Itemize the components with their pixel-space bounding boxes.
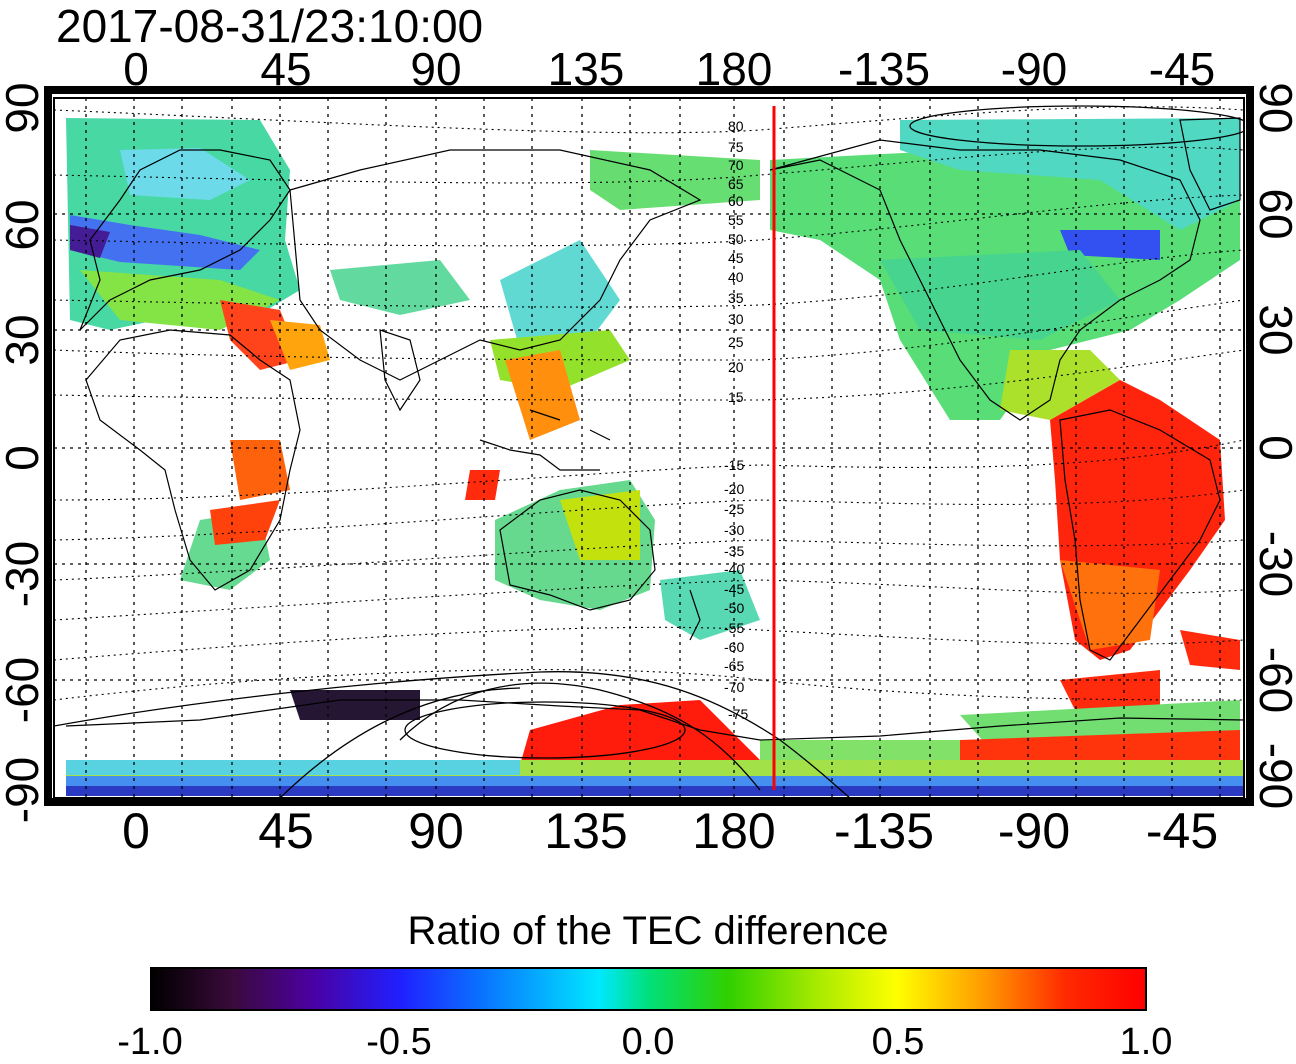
lat-tick-label: -90 [1250, 743, 1296, 809]
lon-tick-label: 135 [548, 43, 625, 95]
coast-europe [79, 149, 291, 331]
coast-nz [689, 589, 701, 641]
lat-ticks-right: 90 60 30 0 -30 -60 -90 [1250, 82, 1296, 809]
lon-tick-label: -135 [834, 803, 934, 859]
maglat-label: 60 [728, 193, 744, 209]
colorbar [150, 967, 1147, 1011]
maglat-label: -35 [724, 543, 744, 559]
maglat-label: -70 [724, 679, 744, 695]
coast-australia [499, 489, 656, 611]
magnetic-latitude-labels: 80 75 70 65 60 55 50 45 40 35 30 25 20 1… [724, 118, 748, 722]
lon-tick-label: 45 [258, 803, 314, 859]
lat-tick-label: -30 [1250, 531, 1296, 597]
grid-lines [54, 98, 1244, 798]
lat-tick-label: 30 [1250, 304, 1296, 355]
maglat-label: 50 [728, 231, 744, 247]
maglat-label: 65 [728, 176, 744, 192]
maglat-label: -65 [724, 658, 744, 674]
maglat-label: -40 [724, 561, 744, 577]
maglat-label: -20 [724, 481, 744, 497]
maglat-label: -75 [728, 706, 748, 722]
lon-tick-label: -90 [998, 803, 1070, 859]
coast-north-america [769, 139, 1201, 421]
lat-tick-label: 60 [1250, 188, 1296, 239]
maglat-label: -25 [724, 501, 744, 517]
maglat-label: 30 [728, 311, 744, 327]
lon-tick-label: -45 [1149, 43, 1215, 95]
coast-greenland [1179, 117, 1241, 211]
coast-south-america [1059, 409, 1221, 661]
lat-tick-label: 30 [0, 314, 48, 365]
lon-tick-label: -45 [1146, 803, 1218, 859]
lon-ticks-top: 0 45 90 135 180 -135 -90 -45 [123, 43, 1215, 95]
timestamp: 2017-08-31/23:10:00 [56, 0, 484, 52]
coast-india [379, 329, 421, 412]
lat-tick-label: -60 [0, 657, 48, 723]
coastlines [65, 117, 1244, 741]
maglat-label: 55 [728, 212, 744, 228]
maglat-label: 15 [728, 389, 744, 405]
maglat-label: 45 [728, 250, 744, 266]
lat-ticks-left: 90 60 30 0 -30 -60 -90 [0, 82, 48, 823]
coast-sea-islands [479, 409, 611, 471]
tec-map: 80 75 70 65 60 55 50 45 40 35 30 25 20 1… [0, 43, 1296, 859]
maglat-label: 80 [728, 118, 744, 134]
lon-tick-label: 0 [122, 803, 150, 859]
lat-tick-label: -30 [0, 541, 48, 607]
lon-tick-label: 180 [696, 43, 773, 95]
magnetic-latitude-contours [54, 106, 1244, 701]
lon-tick-label: 90 [408, 803, 464, 859]
maglat-label: -60 [724, 639, 744, 655]
maglat-label: -30 [724, 522, 744, 538]
colorbar-tick: -0.5 [366, 1021, 432, 1063]
magnetic-pole-contours [54, 105, 1244, 798]
maglat-label: 75 [728, 139, 744, 155]
maglat-label: 20 [728, 359, 744, 375]
maglat-label: -55 [724, 620, 744, 636]
colorbar-tick: 0.0 [621, 1021, 675, 1063]
colorbar-tick: 1.0 [1119, 1021, 1173, 1063]
lat-tick-label: 0 [0, 445, 48, 471]
maglat-label: -45 [724, 581, 744, 597]
maglat-label: 35 [728, 290, 744, 306]
lat-tick-label: 90 [0, 82, 48, 133]
tec-data-layer [66, 118, 1244, 796]
maglat-label: 25 [728, 334, 744, 350]
lon-tick-label: 180 [692, 803, 775, 859]
colorbar-tick: -1.0 [117, 1021, 183, 1063]
lat-tick-label: 90 [1250, 82, 1296, 133]
coast-asia [289, 149, 702, 381]
lon-tick-label: -90 [1001, 43, 1067, 95]
coast-africa [85, 329, 301, 591]
lon-tick-label: 45 [260, 43, 311, 95]
lon-tick-label: 135 [544, 803, 627, 859]
lon-ticks-bottom: 0 45 90 135 180 -135 -90 -45 [122, 803, 1218, 859]
maglat-label: -50 [724, 600, 744, 616]
lat-tick-label: -90 [0, 757, 48, 823]
coast-antarctica [65, 699, 1244, 741]
colorbar-title: Ratio of the TEC difference [407, 909, 889, 953]
lat-tick-label: 0 [1250, 435, 1296, 461]
lon-tick-label: -135 [838, 43, 930, 95]
maglat-label: 40 [728, 269, 744, 285]
lon-tick-label: 0 [123, 43, 149, 95]
colorbar-tick: 0.5 [871, 1021, 925, 1063]
lat-tick-label: 60 [0, 199, 48, 250]
lon-tick-label: 90 [410, 43, 461, 95]
maglat-label: 70 [728, 157, 744, 173]
maglat-label: -15 [724, 457, 744, 473]
lat-tick-label: -60 [1250, 647, 1296, 713]
